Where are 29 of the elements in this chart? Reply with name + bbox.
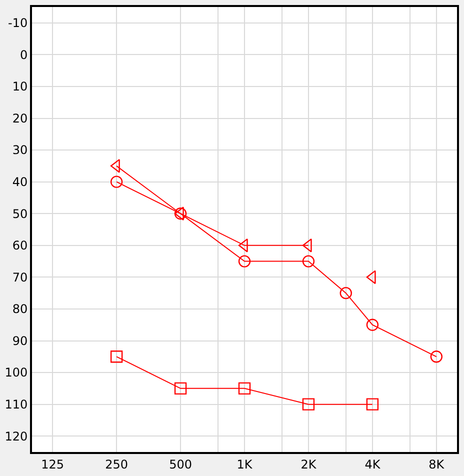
- y-tick-label: 100: [4, 366, 28, 380]
- y-tick-label: 0: [20, 48, 28, 62]
- y-tick-label: 30: [12, 143, 28, 158]
- y-tick-label: 20: [12, 111, 28, 126]
- y-tick-label: 10: [12, 80, 28, 94]
- x-tick-label: 4K: [364, 457, 382, 472]
- y-tick-label: 90: [12, 334, 28, 348]
- y-tick-label: -10: [8, 16, 28, 30]
- point: [302, 255, 315, 268]
- point: [238, 382, 251, 395]
- point: [366, 398, 379, 410]
- y-tick-label: 110: [4, 398, 28, 412]
- y-tick-label: 120: [4, 429, 28, 444]
- point: [302, 398, 315, 410]
- y-tick-label: 70: [12, 270, 28, 284]
- x-tick-label: 125: [41, 457, 64, 472]
- point: [238, 255, 251, 268]
- x-tick-label: 2K: [300, 457, 318, 472]
- y-tick-label: 80: [12, 302, 28, 316]
- y-tick-label: 60: [12, 238, 28, 253]
- x-tick-label: 8K: [428, 457, 446, 472]
- x-tick-label: 500: [169, 457, 192, 472]
- y-tick-label: 50: [12, 206, 28, 221]
- x-tick-label: 250: [105, 457, 128, 472]
- point: [174, 382, 187, 395]
- point: [110, 176, 123, 188]
- x-tick-label: 1K: [236, 457, 254, 472]
- point: [110, 350, 123, 363]
- y-tick-label: 40: [12, 175, 28, 190]
